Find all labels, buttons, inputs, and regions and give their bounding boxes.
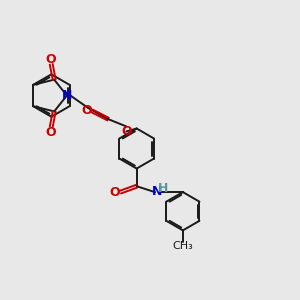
Text: O: O: [121, 125, 132, 138]
Text: H: H: [158, 182, 168, 195]
Text: CH₃: CH₃: [172, 241, 193, 251]
Text: O: O: [82, 104, 92, 117]
Text: O: O: [110, 186, 121, 199]
Text: O: O: [46, 125, 56, 139]
Text: N: N: [152, 185, 162, 198]
Text: O: O: [46, 52, 56, 65]
Text: N: N: [62, 89, 72, 102]
